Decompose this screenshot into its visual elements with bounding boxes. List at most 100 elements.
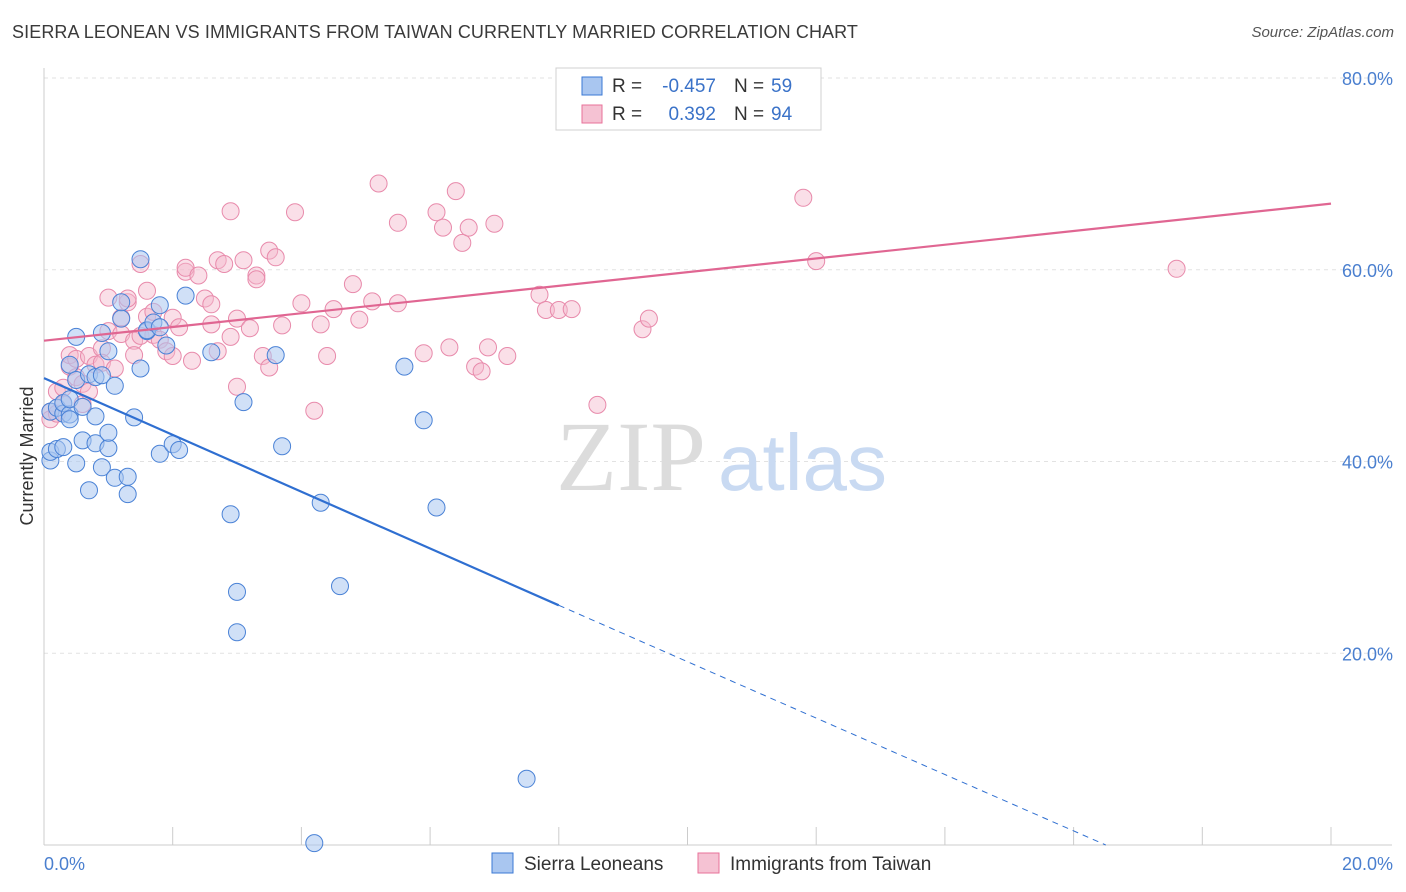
point-taiwan — [311, 315, 330, 334]
bottom-legend: Sierra Leoneans Immigrants from Taiwan — [491, 852, 931, 875]
point-sierra-leonean — [99, 439, 118, 458]
y-tick-label: 20.0% — [1342, 644, 1393, 664]
y-tick-label: 80.0% — [1342, 69, 1393, 89]
point-taiwan — [440, 338, 459, 357]
point-sierra-leonean — [517, 769, 536, 788]
point-taiwan — [807, 252, 826, 271]
point-sierra-leonean — [112, 309, 131, 328]
point-taiwan — [202, 295, 221, 314]
point-sierra-leonean — [273, 437, 292, 456]
bottom-legend-swatch-pink — [697, 852, 720, 874]
point-sierra-leonean — [414, 411, 433, 430]
point-taiwan — [228, 377, 246, 396]
point-taiwan — [318, 347, 337, 365]
legend-n-value-2: 94 — [771, 104, 793, 125]
point-sierra-leonean — [150, 444, 169, 463]
point-sierra-leonean — [176, 286, 195, 305]
point-sierra-leonean — [305, 834, 324, 853]
point-taiwan — [459, 218, 478, 237]
point-taiwan — [1167, 259, 1186, 278]
point-taiwan — [138, 281, 156, 300]
point-taiwan — [286, 203, 304, 222]
point-sierra-leonean — [150, 296, 169, 315]
point-sierra-leonean — [157, 336, 176, 355]
x-tick-label: 20.0% — [1342, 854, 1393, 874]
point-taiwan — [260, 241, 279, 260]
legend-swatch-pink — [581, 104, 603, 124]
grid-lines — [44, 77, 1392, 654]
point-taiwan — [794, 188, 813, 207]
bottom-legend-label-1: Sierra Leoneans — [524, 854, 663, 875]
point-taiwan — [247, 270, 266, 289]
point-sierra-leonean — [54, 438, 73, 457]
point-taiwan — [479, 338, 497, 357]
point-sierra-leonean — [331, 577, 349, 596]
point-taiwan — [633, 320, 652, 339]
point-sierra-leonean — [228, 623, 246, 642]
point-sierra-leonean — [112, 293, 131, 312]
point-taiwan — [189, 266, 208, 285]
legend-r-value-2: 0.392 — [668, 104, 716, 125]
point-taiwan — [247, 266, 266, 285]
chart-title: SIERRA LEONEAN VS IMMIGRANTS FROM TAIWAN… — [12, 22, 859, 42]
point-taiwan — [221, 327, 240, 346]
point-taiwan — [530, 285, 549, 304]
point-sierra-leonean — [131, 359, 150, 378]
trend-line-taiwan — [43, 202, 1332, 342]
point-taiwan — [221, 202, 240, 221]
point-sierra-leonean — [266, 346, 285, 365]
point-sierra-leonean — [73, 397, 92, 416]
point-taiwan — [266, 248, 285, 267]
bottom-legend-swatch-blue — [491, 852, 514, 874]
point-taiwan — [183, 351, 201, 370]
y-axis-label: Currently Married — [17, 386, 37, 525]
point-sierra-leonean — [80, 481, 98, 500]
tick-labels: 20.0% 40.0% 60.0% 80.0% 0.0% 20.0% — [44, 69, 1393, 874]
point-taiwan — [549, 301, 568, 319]
point-sierra-leonean — [228, 582, 246, 601]
legend: R = -0.457 N = 59 R = 0.392 N = 94 — [555, 67, 822, 131]
point-sierra-leonean — [118, 485, 137, 504]
point-sierra-leonean — [427, 498, 446, 517]
point-taiwan — [536, 301, 555, 319]
point-sierra-leonean — [234, 393, 253, 412]
series-taiwan-points — [41, 174, 1186, 429]
legend-r-label-1: R = — [612, 76, 642, 97]
point-sierra-leonean — [221, 505, 240, 524]
point-taiwan — [240, 319, 259, 338]
point-sierra-leonean — [118, 467, 137, 486]
point-sierra-leonean — [105, 376, 124, 395]
point-sierra-leonean — [92, 458, 111, 477]
point-sierra-leonean — [99, 423, 118, 442]
point-sierra-leonean — [99, 342, 118, 361]
point-taiwan — [350, 310, 369, 329]
point-sierra-leonean — [202, 343, 221, 362]
point-sierra-leonean — [67, 454, 86, 473]
point-taiwan — [498, 347, 517, 365]
legend-n-label-2: N = — [734, 104, 764, 125]
trend-lines — [43, 202, 1332, 846]
point-taiwan — [588, 395, 607, 414]
point-taiwan — [446, 182, 465, 201]
watermark-zip: ZIP — [556, 401, 706, 512]
trend-line-sierra-leonean-extension — [558, 604, 1106, 846]
legend-n-value-1: 59 — [771, 76, 792, 97]
point-taiwan — [414, 344, 433, 363]
point-taiwan — [485, 214, 504, 233]
point-taiwan — [639, 309, 658, 328]
point-sierra-leonean — [131, 250, 150, 269]
watermark: ZIP atlas — [556, 401, 887, 512]
point-taiwan — [305, 401, 324, 420]
trend-line-sierra-leonean — [43, 377, 560, 607]
point-sierra-leonean — [92, 366, 111, 385]
point-sierra-leonean — [170, 441, 189, 459]
point-taiwan — [343, 275, 362, 294]
point-taiwan — [273, 316, 292, 335]
legend-n-label-1: N = — [734, 76, 764, 97]
point-taiwan — [388, 213, 407, 232]
point-taiwan — [562, 300, 581, 319]
point-taiwan — [369, 174, 388, 193]
point-taiwan — [472, 362, 491, 381]
point-sierra-leonean — [60, 355, 79, 374]
